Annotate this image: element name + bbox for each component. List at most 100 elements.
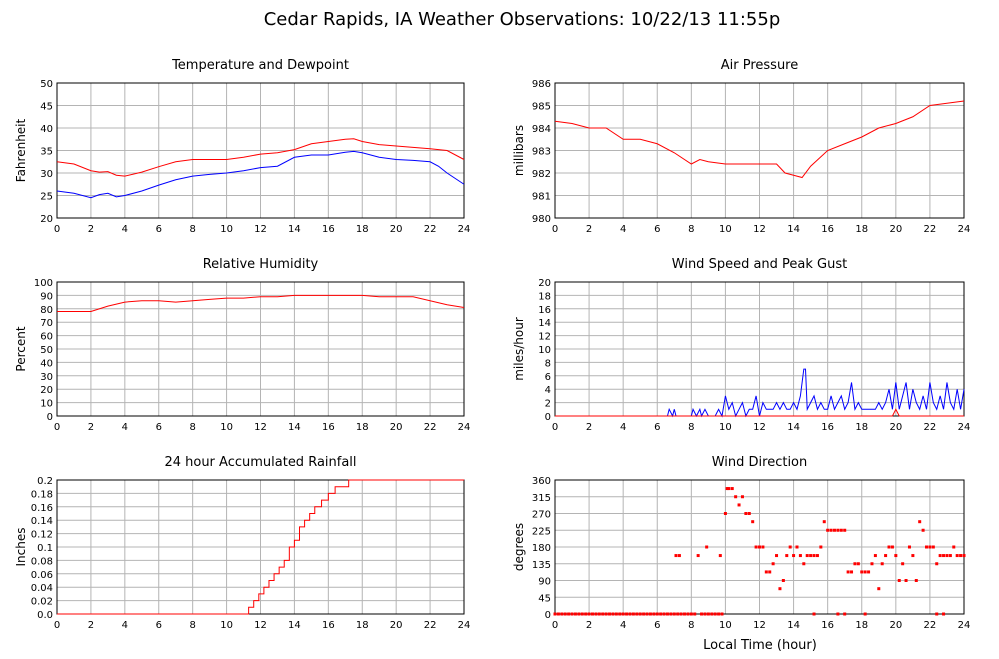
series-line-2 (555, 408, 964, 417)
chart-title: Wind Direction (712, 455, 808, 470)
data-point (577, 612, 581, 616)
data-point (638, 612, 642, 616)
data-point (662, 612, 666, 616)
y-tick-label: 45 (40, 102, 53, 113)
x-tick-label: 4 (122, 422, 128, 433)
data-point (621, 612, 625, 616)
data-point (952, 545, 956, 549)
y-axis-label: millibars (512, 125, 526, 176)
data-point (792, 554, 796, 558)
data-point (560, 612, 564, 616)
y-tick-label: 315 (532, 493, 551, 504)
data-point (877, 587, 881, 591)
x-tick-label: 20 (390, 422, 403, 433)
data-point (642, 612, 646, 616)
y-tick-label: 982 (532, 169, 551, 180)
data-point (914, 579, 918, 582)
x-axis-label: Local Time (hour) (703, 638, 817, 653)
x-tick-label: 24 (458, 422, 471, 433)
data-point (918, 520, 922, 524)
data-point (962, 554, 966, 558)
data-point (720, 612, 724, 616)
data-point (705, 545, 709, 549)
data-point (836, 612, 840, 616)
x-tick-label: 10 (719, 224, 732, 235)
data-point (843, 528, 847, 532)
data-point (614, 612, 618, 616)
x-tick-label: 16 (821, 224, 834, 235)
y-tick-label: 80 (40, 305, 53, 316)
y-tick-label: 60 (40, 332, 53, 343)
x-tick-label: 0 (54, 224, 60, 235)
x-tick-label: 24 (958, 422, 971, 433)
plot-frame (56, 479, 465, 615)
data-point (911, 554, 915, 558)
data-point (890, 545, 894, 549)
x-tick-label: 22 (424, 224, 437, 235)
x-tick-label: 10 (719, 422, 732, 433)
data-point (839, 528, 843, 532)
x-tick-label: 2 (88, 422, 94, 433)
y-tick-label: 18 (538, 291, 551, 302)
data-point (812, 612, 816, 616)
x-tick-label: 12 (254, 620, 267, 631)
x-tick-label: 0 (54, 620, 60, 631)
y-tick-label: 50 (40, 79, 53, 90)
data-point (925, 545, 929, 549)
data-point (683, 612, 687, 616)
y-tick-label: 135 (532, 560, 551, 571)
data-point (751, 520, 755, 524)
y-tick-label: 984 (532, 124, 551, 135)
data-point (901, 562, 905, 566)
x-tick-label: 22 (924, 620, 937, 631)
data-point (686, 612, 690, 616)
series-line-1 (56, 138, 465, 177)
data-point (897, 579, 901, 582)
data-point (798, 554, 802, 558)
chart-title: 24 hour Accumulated Rainfall (164, 455, 356, 470)
data-point (761, 545, 765, 549)
data-point (713, 612, 717, 616)
data-point (693, 612, 697, 616)
x-tick-label: 0 (552, 620, 558, 631)
data-point (887, 545, 891, 549)
data-point (860, 570, 864, 574)
data-point (730, 487, 734, 491)
data-point (587, 612, 591, 616)
data-point (635, 612, 639, 616)
x-tick-label: 18 (855, 224, 868, 235)
plot-frame (56, 82, 465, 219)
x-tick-label: 24 (958, 224, 971, 235)
x-tick-label: 2 (586, 422, 592, 433)
data-point (604, 612, 608, 616)
x-tick-label: 14 (288, 620, 301, 631)
x-tick-label: 20 (889, 422, 902, 433)
y-tick-label: 6 (545, 372, 551, 383)
x-tick-label: 18 (356, 620, 369, 631)
data-point (700, 612, 704, 616)
y-tick-label: 0.1 (37, 543, 53, 554)
data-point (802, 562, 806, 566)
x-tick-label: 12 (254, 422, 267, 433)
data-point (938, 554, 942, 558)
x-tick-label: 4 (620, 422, 626, 433)
data-point (706, 612, 710, 616)
data-point (907, 545, 911, 549)
x-tick-label: 2 (586, 620, 592, 631)
x-tick-label: 16 (322, 422, 335, 433)
y-tick-label: 12 (538, 332, 551, 343)
data-point (563, 612, 567, 616)
data-point (935, 562, 939, 566)
data-point (775, 554, 779, 558)
data-point (873, 554, 877, 558)
y-tick-label: 20 (40, 214, 53, 225)
y-tick-label: 0.02 (31, 597, 53, 608)
x-tick-label: 16 (821, 422, 834, 433)
x-tick-label: 6 (654, 224, 660, 235)
page-title: Cedar Rapids, IA Weather Observations: 1… (264, 9, 781, 30)
data-point (928, 545, 932, 549)
data-point (754, 545, 758, 549)
